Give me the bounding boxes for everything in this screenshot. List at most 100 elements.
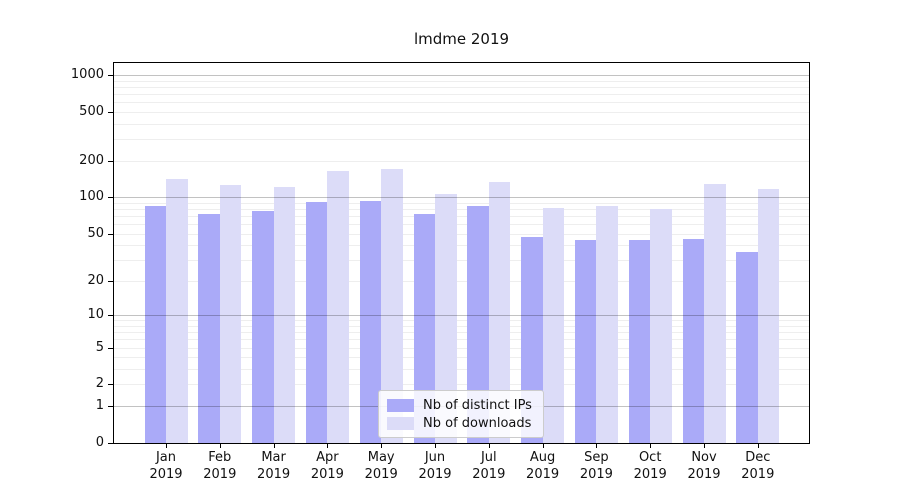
x-tick-mark — [219, 444, 221, 448]
x-tick-mark — [166, 444, 167, 448]
x-tick-label-may: May 2019 — [353, 449, 409, 483]
x-tick-year: 2019 — [203, 467, 237, 482]
bar-ips-may — [359, 200, 382, 443]
bar-ips-jan — [144, 206, 166, 443]
y-tick-label: 0 — [95, 435, 104, 450]
minor-gridline — [114, 280, 809, 282]
bar-ips-dec — [736, 252, 758, 443]
x-tick-year: 2019 — [741, 467, 775, 482]
x-tick-label-aug: Aug 2019 — [515, 449, 571, 483]
x-tick-label-feb: Feb 2019 — [192, 449, 248, 483]
bar-downloads-jul — [488, 181, 511, 443]
minor-gridline — [114, 93, 809, 95]
x-tick-mark — [273, 444, 275, 448]
y-tick-label: 200 — [79, 152, 104, 168]
y-tick-mark — [108, 406, 113, 408]
plot-area: Nb of distinct IPs Nb of downloads — [113, 62, 810, 444]
bar-downloads-jan — [166, 179, 188, 443]
y-tick-mark — [108, 443, 113, 444]
bar-ips-mar — [252, 210, 274, 443]
x-tick-label-nov: Nov 2019 — [676, 449, 732, 483]
y-tick-mark — [108, 315, 113, 317]
y-tick-mark — [108, 197, 113, 199]
x-tick-month: Oct — [638, 450, 662, 465]
y-tick-mark — [108, 111, 113, 113]
x-tick-year: 2019 — [687, 467, 721, 482]
minor-gridline — [114, 233, 809, 235]
y-tick-mark — [108, 280, 113, 282]
bar-ips-jul — [467, 206, 489, 443]
minor-gridline — [114, 102, 809, 104]
bar-downloads-dec — [757, 189, 780, 443]
chart-title: lmdme 2019 — [413, 30, 510, 48]
x-tick-month: May — [367, 450, 395, 465]
major-gridlines-layer — [114, 63, 809, 443]
minor-gridline — [114, 384, 809, 386]
minor-gridline — [114, 202, 809, 204]
x-tick-year: 2019 — [472, 467, 506, 482]
minor-gridline — [114, 357, 809, 359]
major-gridline — [114, 197, 809, 199]
y-tick-label: 100 — [79, 189, 104, 205]
legend-label: Nb of downloads — [423, 415, 532, 431]
x-tick-year: 2019 — [257, 467, 291, 482]
bar-ips-oct — [628, 240, 651, 443]
x-tick-month: Apr — [316, 450, 339, 465]
legend-row: Nb of distinct IPs — [387, 396, 535, 414]
y-tick-label: 1000 — [70, 67, 104, 82]
bar-downloads-oct — [650, 208, 672, 443]
bar-downloads-apr — [327, 171, 349, 443]
x-tick-month: Jun — [424, 450, 446, 465]
x-tick-month: Mar — [261, 450, 286, 465]
y-tick-mark — [108, 233, 113, 235]
minor-gridline — [114, 111, 809, 113]
minor-gridline — [114, 160, 809, 162]
minor-gridline — [114, 86, 809, 88]
bar-downloads-aug — [542, 208, 565, 443]
x-tick-label-dec: Dec 2019 — [730, 449, 786, 483]
y-tick-mark — [108, 75, 113, 76]
minor-gridline — [114, 320, 809, 322]
y-tick-label: 2 — [95, 376, 104, 392]
y-tick-label: 5 — [95, 339, 104, 355]
x-tick-mark — [381, 444, 383, 448]
minor-gridline — [114, 80, 809, 82]
minor-gridline — [114, 332, 809, 334]
x-tick-mark — [650, 444, 652, 448]
x-tick-year: 2019 — [418, 467, 452, 482]
x-tick-mark — [704, 444, 705, 448]
x-tick-mark — [435, 444, 436, 448]
x-tick-year: 2019 — [310, 467, 344, 482]
x-tick-year: 2019 — [579, 467, 613, 482]
x-tick-mark — [542, 444, 544, 448]
x-tick-label-jul: Jul 2019 — [461, 449, 517, 483]
minor-gridline — [114, 260, 809, 262]
major-gridline — [114, 315, 809, 317]
bar-downloads-nov — [704, 183, 726, 443]
x-tick-year: 2019 — [633, 467, 667, 482]
y-tick-label: 50 — [87, 225, 104, 241]
bar-downloads-mar — [273, 186, 296, 443]
bar-ips-jun — [413, 214, 435, 443]
x-tick-mark — [757, 444, 759, 448]
x-tick-month: Sep — [584, 450, 609, 465]
legend-swatch-ips — [387, 398, 414, 412]
y-tick-mark — [108, 347, 113, 349]
bar-ips-sep — [574, 240, 597, 443]
x-tick-month: Jul — [480, 450, 497, 465]
legend: Nb of distinct IPs Nb of downloads — [378, 390, 544, 438]
bar-ips-feb — [198, 214, 220, 443]
x-tick-month: Jan — [155, 450, 177, 465]
minor-gridline — [114, 208, 809, 210]
y-tick-mark — [108, 384, 113, 386]
bar-downloads-jun — [435, 194, 457, 443]
x-tick-mark — [488, 444, 490, 448]
legend-swatch-downloads — [387, 416, 414, 430]
bar-ips-nov — [682, 239, 704, 443]
minor-gridline — [114, 369, 809, 371]
bar-downloads-sep — [596, 205, 618, 443]
minor-gridline — [114, 123, 809, 125]
legend-label: Nb of distinct IPs — [423, 397, 532, 413]
